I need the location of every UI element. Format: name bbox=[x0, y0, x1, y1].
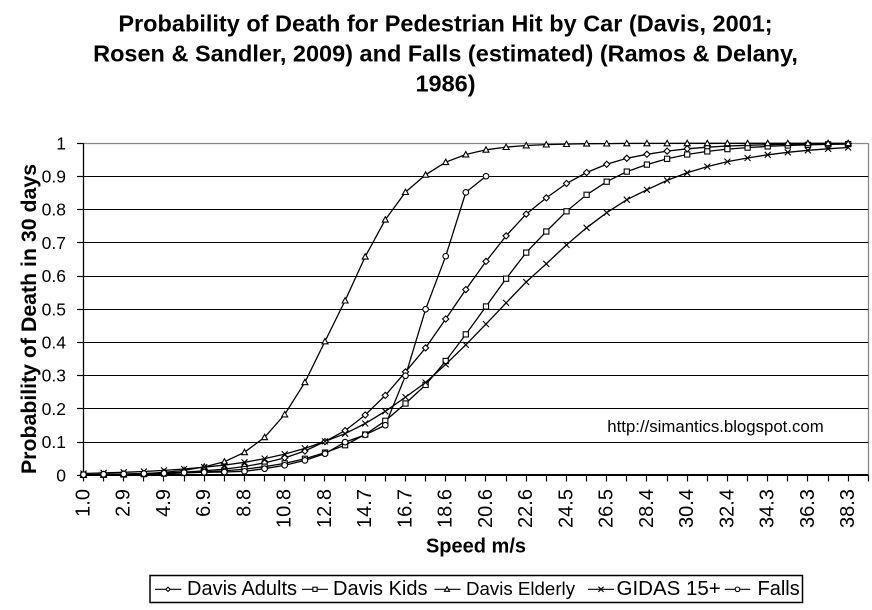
svg-text:0: 0 bbox=[56, 465, 66, 485]
svg-text:1986): 1986) bbox=[415, 71, 475, 97]
svg-text:0.6: 0.6 bbox=[42, 266, 66, 286]
svg-text:6.9: 6.9 bbox=[193, 489, 215, 517]
svg-text:0.1: 0.1 bbox=[42, 432, 66, 452]
svg-text:18.6: 18.6 bbox=[435, 489, 457, 528]
svg-text:2.9: 2.9 bbox=[113, 489, 135, 517]
svg-text:Probability of Death in 30 day: Probability of Death in 30 days bbox=[17, 164, 41, 474]
svg-text:0.5: 0.5 bbox=[42, 299, 66, 319]
svg-text:0.3: 0.3 bbox=[42, 366, 66, 386]
svg-text:Rosen & Sandler, 2009) and Fal: Rosen & Sandler, 2009) and Falls (estima… bbox=[93, 41, 798, 67]
svg-text:34.3: 34.3 bbox=[757, 489, 779, 528]
svg-text:0.2: 0.2 bbox=[42, 399, 66, 419]
svg-text:1.0: 1.0 bbox=[73, 489, 95, 517]
svg-text:0.7: 0.7 bbox=[42, 233, 66, 253]
svg-text:20.6: 20.6 bbox=[475, 489, 497, 528]
svg-text:Probability of Death for Pedes: Probability of Death for Pedestrian Hit … bbox=[118, 11, 772, 37]
svg-text:12.8: 12.8 bbox=[314, 489, 336, 528]
svg-text:1: 1 bbox=[56, 133, 66, 153]
svg-text:30.4: 30.4 bbox=[676, 489, 698, 528]
svg-text:GIDAS 15+: GIDAS 15+ bbox=[617, 577, 721, 600]
svg-text:Davis Kids: Davis Kids bbox=[333, 578, 427, 600]
svg-text:Davis Elderly: Davis Elderly bbox=[466, 578, 576, 599]
svg-text:26.5: 26.5 bbox=[596, 489, 618, 528]
svg-text:38.3: 38.3 bbox=[837, 489, 859, 528]
svg-text:http://simantics.blogspot.com: http://simantics.blogspot.com bbox=[607, 417, 823, 436]
svg-text:24.5: 24.5 bbox=[556, 489, 578, 528]
svg-text:28.4: 28.4 bbox=[636, 489, 658, 528]
svg-text:16.7: 16.7 bbox=[395, 489, 417, 528]
svg-text:0.9: 0.9 bbox=[42, 167, 66, 187]
svg-text:Davis Adults: Davis Adults bbox=[187, 578, 297, 600]
svg-text:22.6: 22.6 bbox=[515, 489, 537, 528]
svg-text:36.3: 36.3 bbox=[797, 489, 819, 528]
svg-text:Falls: Falls bbox=[758, 578, 800, 600]
svg-text:8.8: 8.8 bbox=[234, 489, 256, 517]
svg-text:32.4: 32.4 bbox=[716, 489, 738, 528]
svg-text:0.4: 0.4 bbox=[42, 333, 67, 353]
svg-text:4.9: 4.9 bbox=[153, 489, 175, 517]
svg-text:10.8: 10.8 bbox=[274, 489, 296, 528]
svg-text:Speed m/s: Speed m/s bbox=[426, 536, 526, 558]
svg-text:14.7: 14.7 bbox=[354, 489, 376, 528]
svg-text:0.8: 0.8 bbox=[42, 200, 66, 220]
